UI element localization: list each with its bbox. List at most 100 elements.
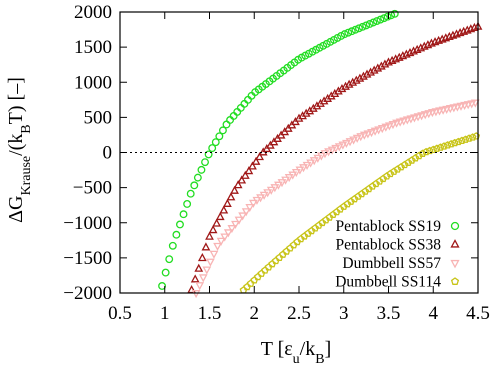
data-point [400, 160, 409, 169]
legend-label: Dumbbell SS57 [342, 255, 441, 272]
data-point [306, 159, 316, 168]
data-point [296, 234, 305, 243]
data-point [321, 215, 330, 224]
data-point [368, 182, 377, 190]
data-point [341, 81, 350, 90]
data-point [281, 176, 290, 185]
data-point [420, 111, 430, 120]
x-tick-label: 1 [160, 303, 170, 324]
data-point [440, 142, 448, 150]
data-point [270, 184, 280, 193]
data-point [230, 185, 239, 194]
data-point [240, 170, 250, 179]
data-point [316, 152, 326, 161]
data-point [388, 121, 398, 130]
data-point [413, 113, 423, 122]
data-point [358, 22, 367, 31]
data-point [382, 172, 391, 180]
data-point [425, 146, 434, 155]
data-point [245, 203, 255, 213]
data-point [356, 133, 366, 142]
data-point [179, 210, 188, 219]
series-layer [158, 9, 483, 299]
data-point [300, 232, 309, 240]
data-point [282, 247, 291, 255]
data-point [244, 166, 254, 175]
data-point [351, 25, 360, 34]
data-point [461, 135, 470, 143]
data-point [304, 229, 312, 237]
data-point [337, 83, 347, 93]
data-point [325, 213, 334, 221]
data-point [226, 192, 236, 201]
data-point [208, 225, 218, 234]
data-point [369, 18, 378, 27]
data-point [252, 196, 262, 205]
data-point [176, 220, 184, 229]
data-point [352, 134, 362, 143]
data-point [429, 145, 438, 154]
data-point [381, 123, 391, 132]
data-point [268, 259, 277, 268]
data-point [364, 184, 373, 193]
data-point [390, 9, 399, 18]
data-point [377, 125, 387, 134]
data-point [344, 28, 353, 37]
data-point [241, 208, 251, 217]
series-dumbbell-ss57 [191, 99, 480, 299]
data-point [238, 212, 248, 221]
y-tick-label: 1000 [74, 72, 112, 93]
data-point [386, 169, 395, 178]
data-point [411, 154, 420, 162]
legend-marker [450, 259, 460, 269]
y-tick-label: −2000 [63, 283, 112, 304]
data-point [373, 63, 383, 72]
y-tick-label: 1500 [74, 37, 112, 58]
data-point [246, 279, 255, 287]
axis-ticks: 0.5 1 1.5 2 2.5 3 3.5 4 4.5 −2000 −1500 −1000 −500 0 5… [63, 2, 490, 324]
data-point [415, 151, 423, 160]
data-point [372, 179, 380, 188]
data-point [263, 189, 273, 198]
legend-label: Pentablock SS38 [336, 237, 442, 254]
data-point [350, 194, 359, 203]
data-point [288, 171, 298, 180]
data-point [158, 282, 167, 290]
data-point [161, 268, 170, 277]
data-point [365, 20, 374, 28]
series-dumbbell-ss114 [239, 132, 481, 294]
data-point [447, 139, 456, 148]
data-point [454, 137, 463, 146]
data-point [277, 179, 287, 188]
data-point [376, 61, 386, 70]
data-point [284, 174, 294, 183]
data-point [349, 136, 358, 145]
data-point [234, 216, 244, 225]
data-point [320, 150, 330, 159]
data-point [385, 122, 394, 131]
data-point [259, 191, 269, 200]
x-tick-label: 1.5 [198, 303, 222, 324]
data-point [256, 194, 265, 203]
legend-label: Dumbbell SS114 [335, 274, 441, 291]
x-tick-label: 4.5 [466, 303, 490, 324]
data-point [362, 21, 371, 30]
data-point [468, 133, 477, 141]
data-point [201, 242, 211, 251]
data-point [231, 220, 240, 229]
data-point [374, 126, 384, 135]
data-point [332, 207, 341, 216]
data-point [345, 138, 355, 147]
data-point [220, 233, 230, 242]
data-point [318, 218, 327, 227]
data-point [404, 158, 413, 166]
data-point [311, 224, 320, 232]
data-point [211, 138, 220, 147]
data-point [436, 143, 445, 151]
data-point [198, 274, 208, 283]
legend-marker [450, 239, 460, 248]
x-tick-label: 4 [429, 303, 439, 324]
data-point [347, 27, 356, 36]
